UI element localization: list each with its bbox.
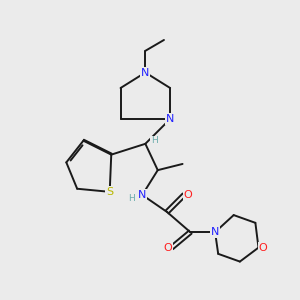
Text: H: H <box>128 194 135 202</box>
Text: S: S <box>106 187 113 197</box>
Text: O: O <box>164 243 172 253</box>
Text: H: H <box>151 136 158 145</box>
Text: N: N <box>166 114 174 124</box>
Text: N: N <box>141 68 149 77</box>
Text: N: N <box>211 227 219 237</box>
Text: O: O <box>259 243 268 253</box>
Text: N: N <box>138 190 146 200</box>
Text: O: O <box>183 190 192 200</box>
